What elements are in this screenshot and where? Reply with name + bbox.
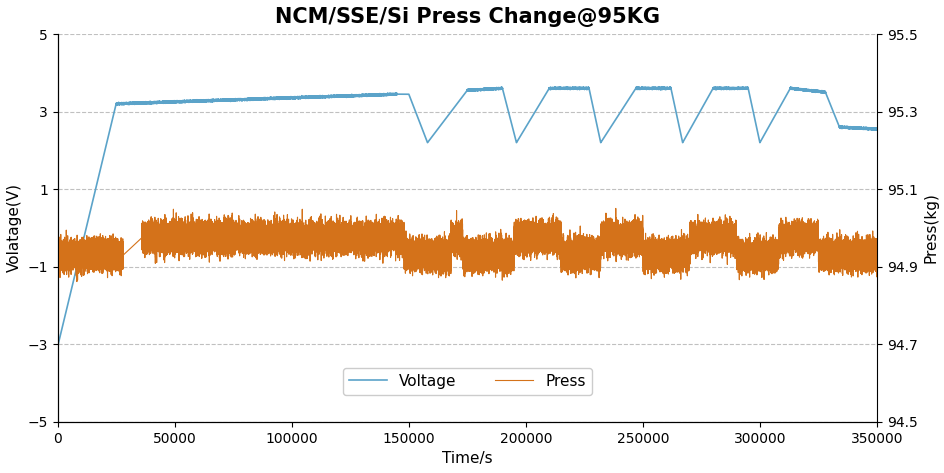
Voltage bbox=[95, 164, 107, 170]
Press bbox=[95, 243, 107, 249]
Voltage bbox=[664, 84, 675, 90]
Press bbox=[688, 238, 700, 244]
Y-axis label: Press(kg): Press(kg) bbox=[922, 193, 937, 263]
Voltage bbox=[854, 126, 866, 132]
Line: Press: Press bbox=[58, 209, 876, 281]
Line: Voltage: Voltage bbox=[58, 87, 876, 346]
Voltage bbox=[688, 118, 700, 124]
Press bbox=[610, 206, 621, 211]
Press bbox=[870, 259, 882, 264]
Voltage bbox=[196, 97, 208, 103]
Press bbox=[196, 240, 208, 246]
X-axis label: Time/s: Time/s bbox=[442, 451, 492, 466]
Voltage bbox=[695, 106, 706, 112]
Press bbox=[695, 227, 706, 232]
Legend: Voltage, Press: Voltage, Press bbox=[343, 368, 591, 395]
Voltage bbox=[52, 343, 63, 349]
Press bbox=[601, 242, 613, 248]
Y-axis label: Volatage(V): Volatage(V) bbox=[7, 184, 22, 272]
Voltage bbox=[870, 126, 882, 132]
Press bbox=[854, 262, 866, 268]
Press bbox=[71, 279, 82, 284]
Voltage bbox=[601, 129, 613, 134]
Title: NCM/SSE/Si Press Change@95KG: NCM/SSE/Si Press Change@95KG bbox=[275, 7, 659, 27]
Press bbox=[52, 260, 63, 265]
